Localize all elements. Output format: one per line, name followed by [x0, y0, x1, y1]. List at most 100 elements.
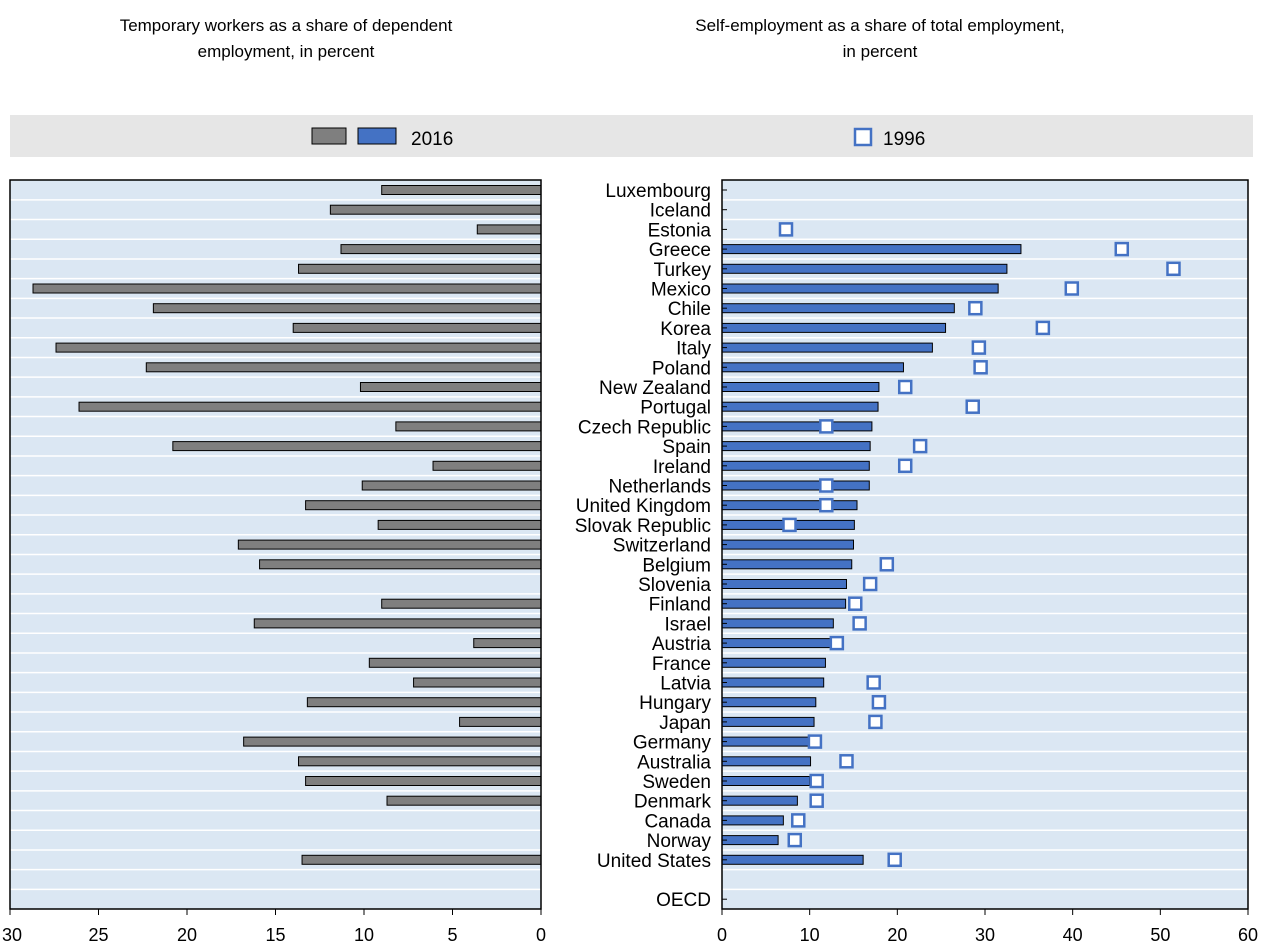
left-title-line2: employment, in percent — [198, 42, 375, 61]
self-employment-2016-bar — [721, 362, 904, 373]
self-employment-2016-bar — [721, 382, 880, 392]
self-employment-2016-bar — [721, 815, 784, 826]
country-label: New Zealand — [599, 378, 711, 399]
self-employment-1996-marker — [829, 635, 845, 651]
left-axis-tick-label: 0 — [536, 925, 546, 945]
right-axis-tick-label: 40 — [1063, 925, 1083, 945]
right-axis-tick-label: 20 — [887, 925, 907, 945]
self-employment-2016-bar — [721, 342, 933, 353]
self-employment-2016-bar — [721, 460, 870, 471]
self-employment-2016-bar — [721, 618, 834, 629]
country-label: Spain — [662, 437, 711, 458]
temp-workers-bar — [459, 716, 542, 727]
self-employment-1996-marker — [887, 852, 902, 868]
self-employment-2016-bar — [721, 283, 999, 294]
country-label: Estonia — [648, 220, 712, 241]
self-employment-1996-marker — [897, 458, 913, 474]
temp-workers-bar — [172, 441, 542, 452]
temp-workers-bar — [292, 322, 542, 333]
legend-band — [10, 115, 1253, 157]
temp-workers-bar — [432, 460, 542, 471]
self-employment-2016-bar — [721, 500, 858, 511]
country-label: Norway — [647, 831, 712, 852]
temp-workers-bar — [377, 519, 542, 530]
self-employment-2016-bar — [721, 677, 825, 688]
left-axis-tick-label: 20 — [177, 925, 197, 945]
country-label: Greece — [649, 240, 711, 261]
self-employment-1996-marker — [1064, 281, 1080, 296]
self-employment-1996-marker — [879, 557, 895, 572]
self-employment-2016-bar — [721, 539, 854, 550]
self-employment-2016-bar — [721, 322, 947, 333]
country-label: Canada — [644, 811, 711, 832]
temp-workers-bar — [381, 598, 542, 609]
country-label: United Kingdom — [576, 496, 711, 517]
temp-workers-bar — [476, 224, 542, 235]
self-employment-2016-bar — [721, 756, 812, 767]
self-employment-1996-marker — [787, 832, 803, 848]
self-employment-1996-marker — [897, 379, 913, 395]
self-employment-1996-marker — [968, 300, 983, 316]
left-title-line1: Temporary workers as a share of dependen… — [120, 16, 453, 35]
temp-workers-bar — [329, 204, 542, 215]
self-employment-1996-marker — [809, 773, 824, 789]
self-employment-2016-bar — [721, 421, 873, 432]
country-label: Japan — [659, 713, 711, 734]
temp-workers-bar — [473, 638, 542, 649]
self-employment-2016-bar — [721, 835, 779, 846]
temp-workers-bar — [361, 480, 542, 491]
country-label: Finland — [649, 595, 711, 616]
self-employment-2016-bar — [721, 559, 853, 570]
right-title-line1: Self-employment as a share of total empl… — [695, 16, 1064, 35]
temp-workers-bar — [253, 618, 542, 629]
self-employment-1996-marker — [868, 714, 883, 730]
self-employment-1996-marker — [965, 399, 980, 414]
self-employment-1996-marker — [848, 596, 863, 611]
self-employment-1996-marker — [862, 576, 878, 592]
self-employment-1996-marker — [839, 754, 854, 769]
country-label: Latvia — [660, 674, 711, 695]
country-label: Czech Republic — [578, 417, 711, 438]
country-label: Portugal — [640, 398, 711, 419]
country-label: Denmark — [634, 792, 712, 813]
legend-label-2016: 2016 — [411, 129, 453, 150]
left-axis-tick-label: 5 — [447, 925, 457, 945]
legend-swatch-gray — [311, 127, 347, 145]
self-employment-1996-marker — [973, 360, 988, 375]
self-employment-2016-bar — [721, 638, 832, 649]
temp-workers-bar — [381, 185, 542, 195]
country-label: Luxembourg — [605, 181, 711, 202]
self-employment-1996-marker — [971, 340, 987, 355]
left-axis-tick-label: 25 — [88, 925, 108, 945]
country-label: Turkey — [654, 260, 712, 281]
self-employment-2016-bar — [721, 303, 955, 314]
country-label: Italy — [676, 339, 711, 360]
self-employment-1996-marker — [819, 478, 834, 493]
self-employment-1996-marker — [819, 497, 834, 513]
self-employment-2016-bar — [721, 776, 811, 786]
temp-workers-bar — [306, 697, 542, 708]
country-label: Switzerland — [613, 536, 711, 557]
self-employment-2016-bar — [721, 263, 1008, 274]
self-employment-1996-marker — [1035, 320, 1051, 336]
self-employment-2016-bar — [721, 441, 871, 452]
legend-swatch-blue — [357, 127, 397, 145]
self-employment-1996-marker — [871, 694, 887, 710]
country-label: Slovak Republic — [575, 516, 711, 537]
self-employment-2016-bar — [721, 480, 870, 491]
temp-workers-bar — [301, 854, 542, 865]
self-employment-2016-bar — [721, 244, 1022, 255]
country-label: Belgium — [642, 555, 711, 576]
self-employment-2016-bar — [721, 401, 879, 412]
temp-workers-bar — [359, 382, 542, 392]
self-employment-2016-bar — [721, 697, 817, 708]
country-label: France — [652, 654, 711, 675]
right-title-line2: in percent — [843, 42, 918, 61]
temp-workers-bar — [78, 401, 542, 412]
country-label: Mexico — [651, 280, 711, 301]
self-employment-1996-marker — [809, 793, 824, 808]
self-employment-2016-bar — [721, 795, 798, 806]
self-employment-2016-bar — [721, 736, 812, 747]
legend-marker-1996 — [853, 127, 873, 147]
